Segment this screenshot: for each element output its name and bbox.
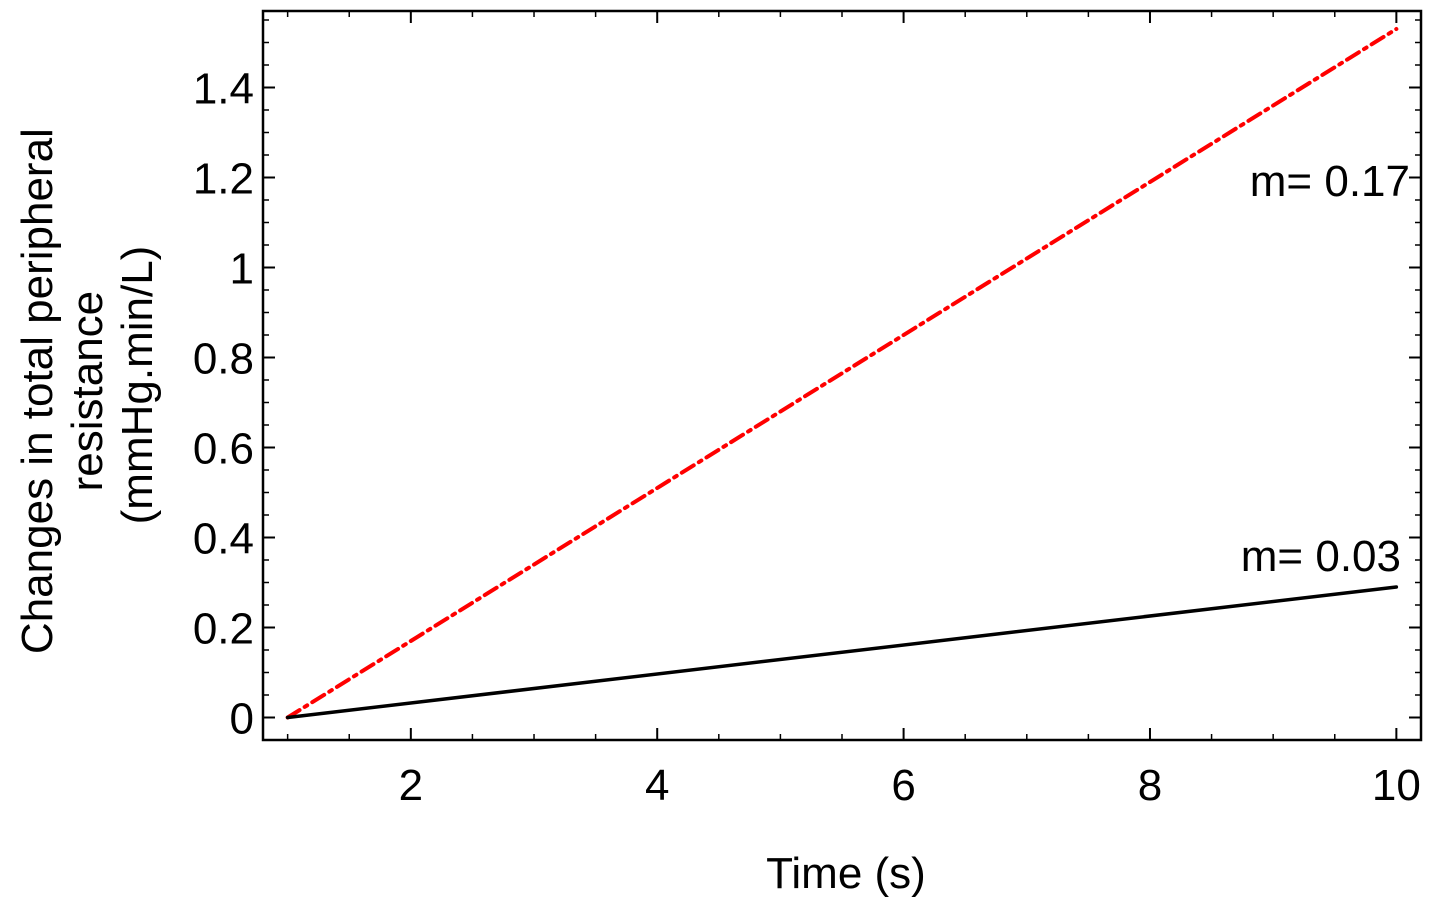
y-tick-labels: 0 0.2 0.4 0.6 0.8 1 1.2 1.4	[193, 65, 254, 744]
series-lines	[285, 27, 1399, 720]
y-tick-label: 0.2	[193, 605, 254, 654]
series-annotation: m= 0.03	[1241, 532, 1401, 581]
x-tick-label: 6	[891, 761, 915, 810]
y-axis-title: Changes in total peripheral resistance (…	[13, 116, 162, 654]
y-tick-label: 1	[230, 245, 254, 294]
y-tick-label: 0.8	[193, 335, 254, 384]
x-tick-label: 4	[645, 761, 669, 810]
y-tick-label: 0.4	[193, 515, 254, 564]
y-tick-label: 1.2	[193, 155, 254, 204]
y-tick-label: 0	[230, 695, 254, 744]
y-tick-label: 1.4	[193, 65, 254, 114]
annotations: m= 0.17 m= 0.03	[1241, 157, 1410, 581]
y-tick-label: 0.6	[193, 425, 254, 474]
x-tick-labels: 2 4 6 8 10	[399, 761, 1421, 810]
x-axis-title: Time (s)	[766, 849, 926, 898]
series-line	[285, 27, 1399, 720]
series-annotation: m= 0.17	[1250, 157, 1410, 206]
y-axis-title-line-3: (mmHg.min/L)	[113, 246, 162, 525]
y-axis-title-line-2: resistance	[63, 291, 112, 492]
y-axis-title-line-1: Changes in total peripheral	[13, 128, 62, 654]
x-tick-label: 2	[399, 761, 423, 810]
minor-ticks	[263, 11, 1421, 740]
major-ticks	[263, 11, 1421, 740]
x-tick-label: 10	[1372, 761, 1421, 810]
series-line	[285, 585, 1399, 720]
x-tick-label: 8	[1138, 761, 1162, 810]
